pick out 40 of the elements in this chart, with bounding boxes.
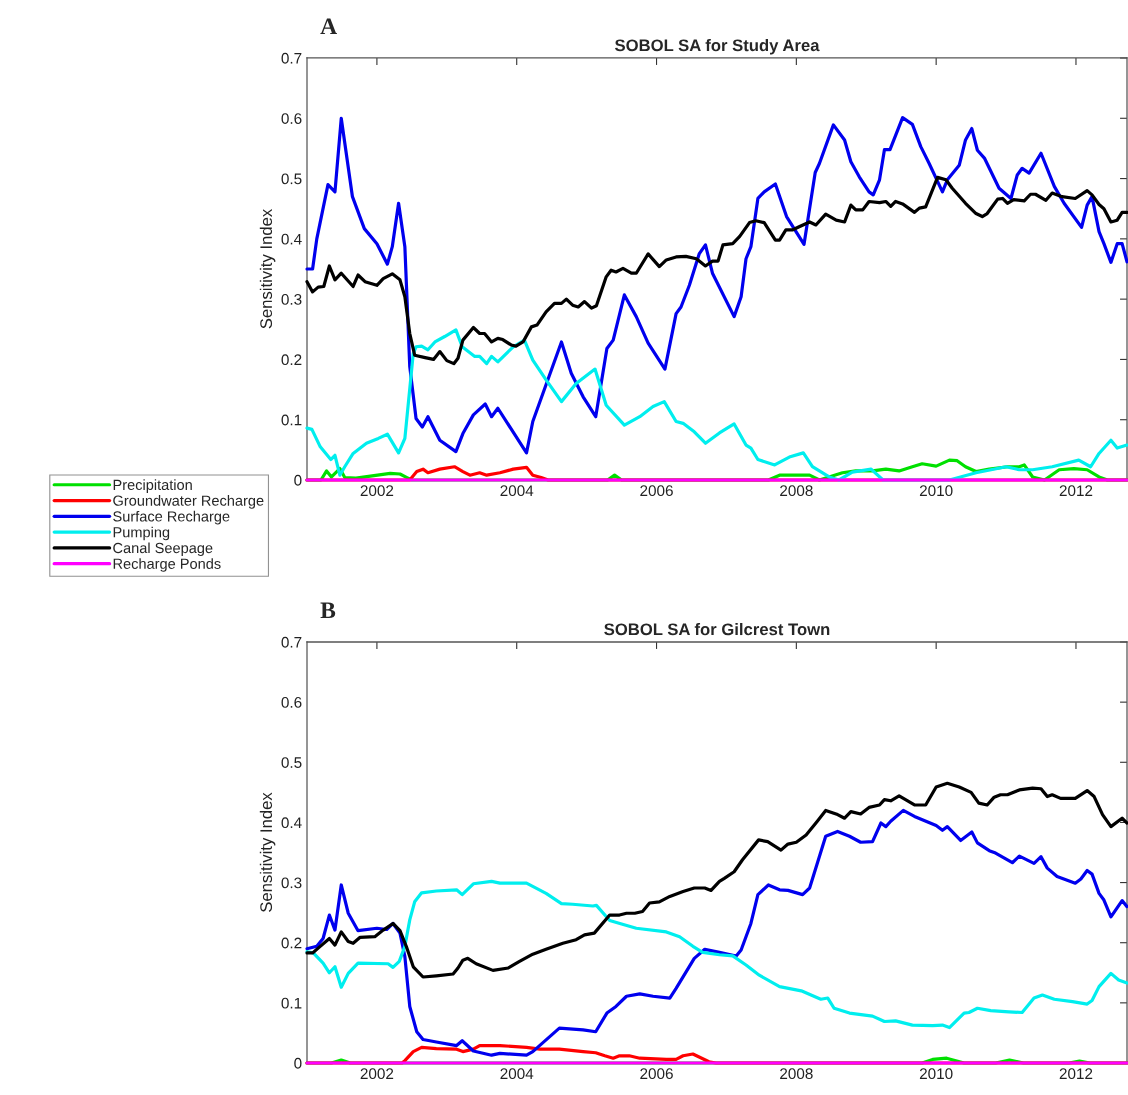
x-tick-label: 2012 (1059, 1068, 1093, 1080)
y-axis-title: Sensitivity Index (259, 792, 276, 912)
x-tick-label: 2004 (500, 485, 534, 497)
x-tick-label: 2002 (360, 485, 394, 497)
y-tick-label: 0.3 (281, 877, 302, 889)
legend-label: Groundwater Recharge (113, 495, 264, 509)
y-tick-label: 0.5 (281, 173, 302, 185)
y-tick-label: 0.5 (281, 757, 302, 768)
text: B (320, 602, 336, 619)
y-tick-label: 0.4 (281, 817, 302, 829)
y-tick-label: 0.1 (281, 997, 302, 1009)
x-tick-label: 2008 (780, 485, 813, 497)
text: A (320, 18, 337, 34)
x-tick-label: 2002 (360, 1068, 394, 1080)
y-tick-label: 0.7 (281, 636, 302, 648)
y-tick-label: 0.1 (281, 414, 302, 426)
y-axis-title: Sensitivity Index (259, 208, 276, 329)
y-tick-label: 0.4 (281, 233, 302, 245)
x-tick-label: 2006 (640, 1068, 673, 1080)
legend-label: Recharge Ponds (113, 558, 221, 572)
x-tick-label: 2004 (500, 1068, 534, 1080)
legend-label: Canal Seepage (113, 542, 213, 557)
x-tick-label: 2006 (640, 485, 673, 497)
x-tick-label: 2012 (1059, 485, 1093, 497)
legend-label: Pumping (113, 526, 170, 541)
legend-label: Surface Recharge (113, 510, 230, 525)
y-tick-label: 0.2 (281, 354, 302, 366)
chart-title: SOBOL SA for Study Area (615, 38, 820, 55)
y-tick-label: 0.6 (281, 113, 302, 124)
y-tick-label: 0 (294, 1057, 302, 1069)
x-tick-label: 2008 (780, 1068, 813, 1080)
y-tick-label: 0.6 (281, 697, 302, 708)
chart-title: SOBOL SA for Gilcrest Town (604, 622, 830, 636)
y-tick-label: 0.2 (281, 937, 302, 949)
y-tick-label: 0.7 (281, 52, 302, 64)
x-tick-label: 2010 (919, 1068, 953, 1080)
legend-label: Precipitation (113, 479, 192, 493)
x-tick-label: 2010 (919, 485, 953, 497)
y-tick-label: 0 (294, 474, 302, 486)
y-tick-label: 0.3 (281, 294, 302, 305)
